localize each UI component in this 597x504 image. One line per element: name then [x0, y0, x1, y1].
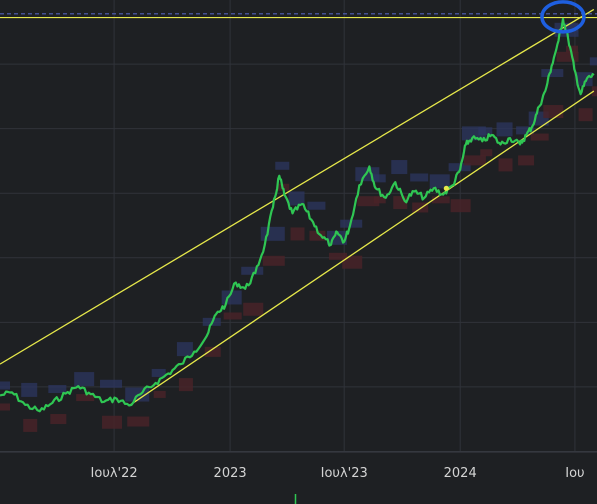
volume-block-lower: [262, 255, 285, 266]
volume-block-upper: [288, 191, 305, 206]
volume-block-lower: [127, 416, 150, 427]
volume-block-upper: [21, 382, 38, 397]
volume-block-lower: [0, 403, 10, 411]
volume-block-upper: [371, 174, 386, 183]
volume-block-lower: [373, 196, 386, 204]
channel-lower-line: [128, 90, 595, 407]
peak-highlight-circle: [540, 0, 586, 34]
volume-block-upper: [151, 368, 166, 377]
channel-touch-marker: [443, 185, 449, 191]
x-tick-label: Ιουλ'22: [91, 466, 138, 481]
volume-block-lower: [556, 51, 579, 62]
volume-block-lower: [223, 312, 242, 320]
volume-block-upper: [564, 23, 579, 32]
volume-block-lower: [50, 414, 67, 425]
x-tick-label: Ιου: [565, 466, 584, 481]
volume-block-lower: [543, 105, 564, 119]
volume-block-lower: [328, 252, 347, 260]
volume-block-lower: [290, 227, 305, 241]
volume-block-upper: [0, 381, 10, 390]
volume-block-upper: [541, 69, 564, 78]
volume-block-upper: [176, 342, 193, 357]
volume-block-lower: [76, 394, 95, 402]
volume-block-upper: [391, 160, 408, 175]
volume-block-upper: [410, 173, 429, 182]
volume-block-lower: [431, 196, 450, 204]
volume-block-upper: [496, 122, 513, 137]
volume-block-upper: [260, 226, 285, 241]
channel-upper-line: [0, 8, 595, 365]
volume-block-upper: [74, 372, 95, 387]
volume-block-lower: [498, 158, 513, 172]
volume-block-upper: [429, 174, 450, 189]
x-tick-label: Ιουλ'23: [321, 466, 368, 481]
volume-block-lower: [204, 346, 221, 357]
price-series-line: [0, 17, 595, 413]
price-channel: [0, 8, 595, 407]
volume-block-lower: [309, 230, 326, 241]
volume-block-lower: [518, 155, 535, 166]
volume-block-lower: [153, 390, 166, 398]
volume-block-upper: [241, 266, 264, 275]
volume-block-lower: [102, 415, 123, 429]
x-tick-label: 2024: [444, 466, 477, 481]
grid: [0, 0, 597, 453]
volume-block-lower: [412, 202, 429, 213]
volume-block-upper: [48, 385, 67, 394]
volume-block-upper: [478, 127, 493, 136]
volume-block-lower: [591, 86, 597, 97]
volume-block-lower: [243, 302, 264, 316]
horizontal-levels: [0, 13, 597, 19]
volume-block-lower: [578, 108, 593, 122]
volume-block-lower: [463, 155, 486, 166]
volume-block-upper: [307, 201, 326, 210]
volume-profile-overlay: [0, 22, 597, 432]
volume-block-upper: [275, 161, 290, 170]
volume-block-lower: [178, 378, 193, 392]
volume-block-upper: [516, 126, 535, 135]
volume-block-lower: [342, 255, 363, 269]
volume-block-upper: [100, 379, 123, 388]
volume-block-upper: [589, 57, 597, 66]
volume-block-lower: [357, 196, 380, 207]
x-tick-label: 2023: [214, 466, 247, 481]
volume-block-lower: [23, 418, 38, 432]
volume-block-lower: [450, 199, 471, 213]
volume-block-lower: [480, 149, 493, 157]
volume-block-lower: [566, 45, 579, 53]
volume-block-lower: [530, 133, 549, 141]
x-axis: Ιουλ'22 2023 Ιουλ'23 2024 Ιου: [91, 466, 585, 481]
